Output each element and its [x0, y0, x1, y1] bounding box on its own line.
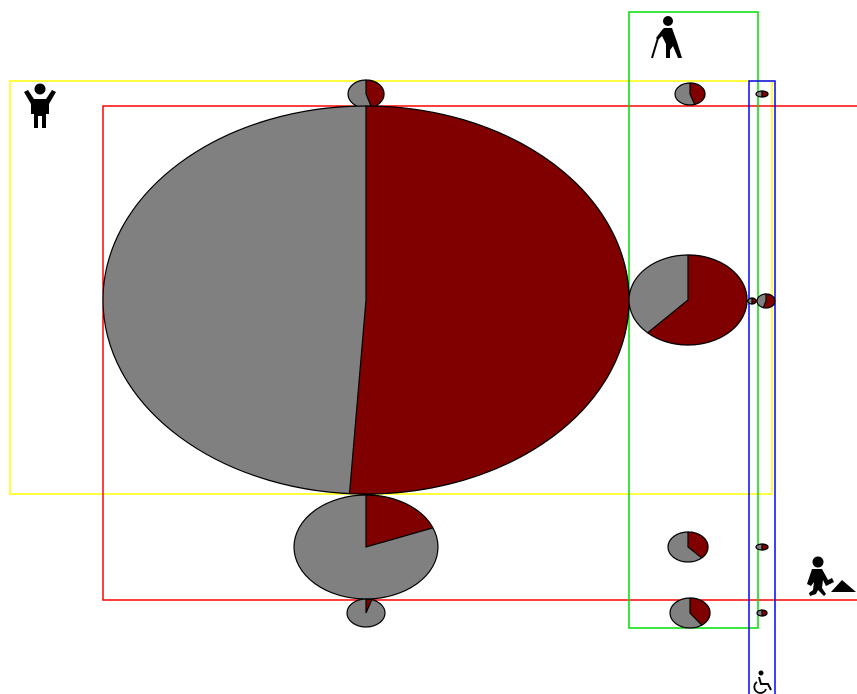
pie-elderly-only — [669, 597, 711, 629]
worker-icon — [807, 556, 856, 596]
pie-workers-elderly-disabled — [755, 543, 769, 551]
pie-children-only — [347, 79, 385, 109]
pie-primary-slice — [761, 609, 768, 617]
pie-children-elderly — [674, 82, 706, 106]
pie-primary-slice — [762, 293, 776, 309]
pie-primary-slice — [687, 531, 709, 559]
pie-primary-slice — [348, 105, 630, 495]
pie-children-workers-elderly-disabled — [756, 293, 776, 309]
pie-elderly-disabled — [756, 609, 768, 617]
pie-primary-slice — [761, 543, 769, 551]
workers-set-rect — [102, 105, 857, 601]
pie-children-workers-elderly-disabled-minor — [747, 297, 757, 305]
child-icon — [24, 83, 56, 128]
pie-primary-slice — [365, 598, 373, 614]
pie-children-workers — [102, 105, 630, 495]
pie-primary-slice — [761, 90, 769, 98]
wheelchair-icon — [753, 670, 772, 694]
elderly-icon — [651, 16, 682, 59]
children-set-rect — [9, 80, 773, 495]
pie-children-elderly-disabled — [755, 90, 769, 98]
pie-primary-slice — [365, 494, 434, 548]
disabled-set-rect — [748, 80, 776, 694]
pie-primary-slice — [751, 297, 757, 305]
pie-primary-slice — [689, 597, 711, 626]
pie-primary-slice — [689, 82, 706, 106]
pie-workers-only — [293, 494, 439, 600]
pie-none — [346, 598, 386, 628]
pie-children-workers-elderly — [628, 254, 748, 346]
pie-workers-elderly — [667, 531, 709, 563]
pie-primary-slice — [646, 254, 748, 346]
